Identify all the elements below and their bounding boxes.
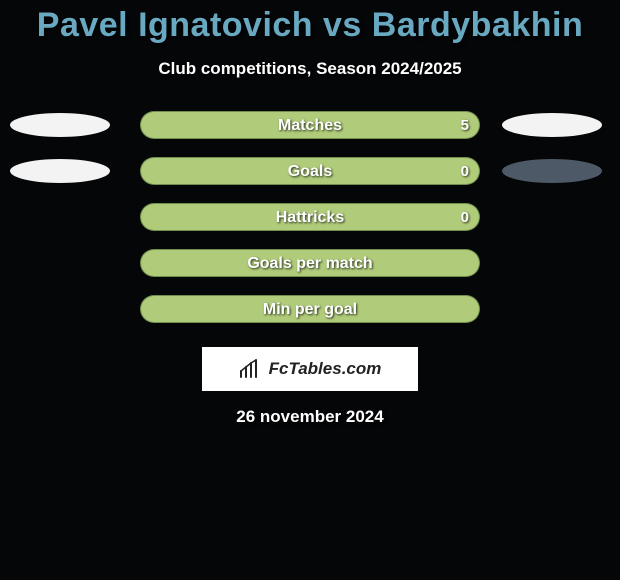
stats-rows: Matches5 Goals0 Hattricks0 Goals per match M… xyxy=(0,111,620,323)
stat-bar: Hattricks0 xyxy=(140,203,480,231)
stat-bar: Matches5 xyxy=(140,111,480,139)
stat-bar-fill xyxy=(141,204,479,230)
player2-marker xyxy=(502,113,602,137)
stat-row: Goals per match xyxy=(0,249,620,277)
player1-marker xyxy=(10,113,110,137)
stat-bar-fill xyxy=(141,250,479,276)
stat-row: Matches5 xyxy=(0,111,620,139)
stat-bar-fill xyxy=(141,112,479,138)
snapshot-date: 26 november 2024 xyxy=(0,407,620,427)
stat-bar-fill xyxy=(141,296,479,322)
attribution-logo: FcTables.com xyxy=(202,347,418,391)
stat-bar: Min per goal xyxy=(140,295,480,323)
stat-row: Min per goal xyxy=(0,295,620,323)
stat-row: Hattricks0 xyxy=(0,203,620,231)
stat-bar: Goals0 xyxy=(140,157,480,185)
page-title: Pavel Ignatovich vs Bardybakhin xyxy=(0,6,620,45)
stat-row: Goals0 xyxy=(0,157,620,185)
comparison-card: Pavel Ignatovich vs Bardybakhin Club com… xyxy=(0,0,620,580)
player2-marker xyxy=(502,159,602,183)
stat-bar: Goals per match xyxy=(140,249,480,277)
player1-marker xyxy=(10,159,110,183)
attribution-text: FcTables.com xyxy=(269,359,382,379)
stat-bar-fill xyxy=(141,158,479,184)
bar-chart-icon xyxy=(239,359,263,379)
page-subtitle: Club competitions, Season 2024/2025 xyxy=(0,59,620,79)
